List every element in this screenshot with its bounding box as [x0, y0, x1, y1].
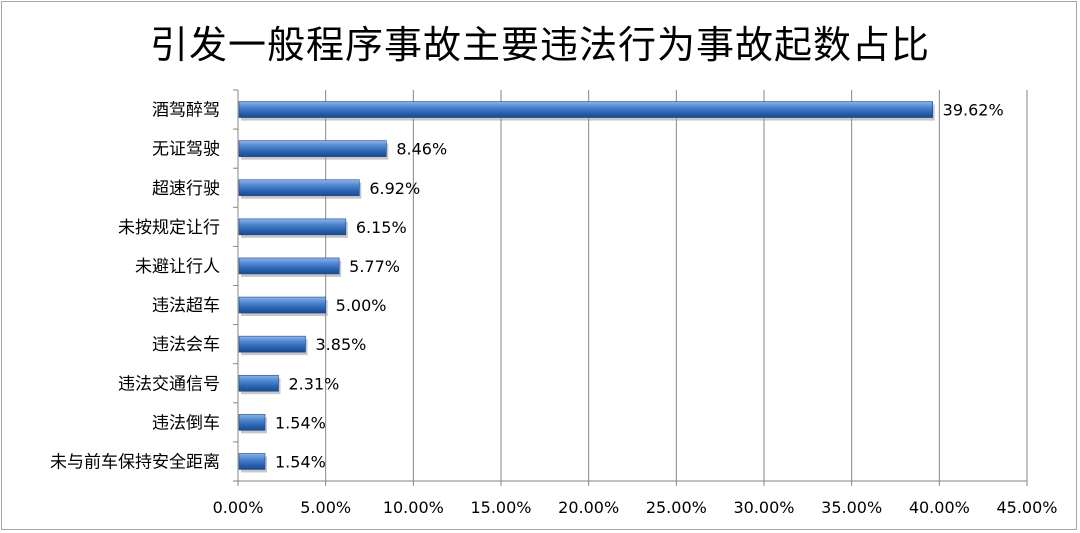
- x-tick-label-4: 20.00%: [558, 498, 619, 517]
- x-tick-label-0: 0.00%: [213, 498, 264, 517]
- bar-6: [238, 335, 306, 353]
- category-label-6: 违法会车: [152, 335, 220, 355]
- bar-3: [238, 218, 347, 236]
- x-tick-label-2: 10.00%: [383, 498, 444, 517]
- x-tick-label-9: 45.00%: [996, 498, 1057, 517]
- category-label-9: 未与前车保持安全距离: [50, 452, 220, 472]
- category-label-8: 违法倒车: [152, 413, 220, 433]
- value-label-6: 3.85%: [316, 335, 367, 354]
- x-tick-label-7: 35.00%: [821, 498, 882, 517]
- category-label-0: 酒驾醉驾: [152, 101, 220, 121]
- x-tick-label-6: 30.00%: [733, 498, 794, 517]
- category-label-4: 未避让行人: [135, 257, 220, 277]
- chart-title: 引发一般程序事故主要违法行为事故起数占比: [149, 23, 930, 67]
- category-label-1: 无证驾驶: [152, 140, 220, 160]
- bar-9: [238, 453, 266, 470]
- value-label-0: 39.62%: [943, 101, 1004, 120]
- x-tick-label-5: 25.00%: [646, 498, 707, 517]
- x-tick-label-3: 15.00%: [470, 498, 531, 517]
- value-label-5: 5.00%: [336, 296, 387, 315]
- category-label-7: 违法交通信号: [118, 374, 220, 394]
- category-label-2: 超速行驶: [152, 179, 220, 199]
- value-label-9: 1.54%: [275, 452, 326, 471]
- value-label-1: 8.46%: [396, 140, 447, 159]
- value-label-8: 1.54%: [275, 413, 326, 432]
- bar-2: [238, 179, 360, 197]
- gridlines: [325, 90, 1028, 481]
- value-label-2: 6.92%: [369, 179, 420, 198]
- bar-1: [238, 140, 387, 157]
- category-label-3: 未按规定让行: [118, 218, 220, 238]
- value-label-3: 6.15%: [356, 218, 407, 237]
- bar-5: [238, 296, 326, 314]
- bar-7: [238, 374, 279, 392]
- bar-8: [238, 414, 266, 431]
- x-tick-label-1: 5.00%: [300, 498, 351, 517]
- x-tick-label-8: 40.00%: [909, 498, 970, 517]
- bar-0: [238, 101, 933, 118]
- axes: [233, 89, 1028, 486]
- value-label-4: 5.77%: [349, 257, 400, 276]
- labels: 0.00% 5.00% 10.00% 15.00% 20.00% 25.00% 30.00%…: [50, 101, 1058, 517]
- bars: [238, 101, 935, 473]
- category-label-5: 违法超车: [152, 296, 220, 316]
- value-label-7: 2.31%: [289, 374, 340, 393]
- bar-4: [238, 257, 340, 275]
